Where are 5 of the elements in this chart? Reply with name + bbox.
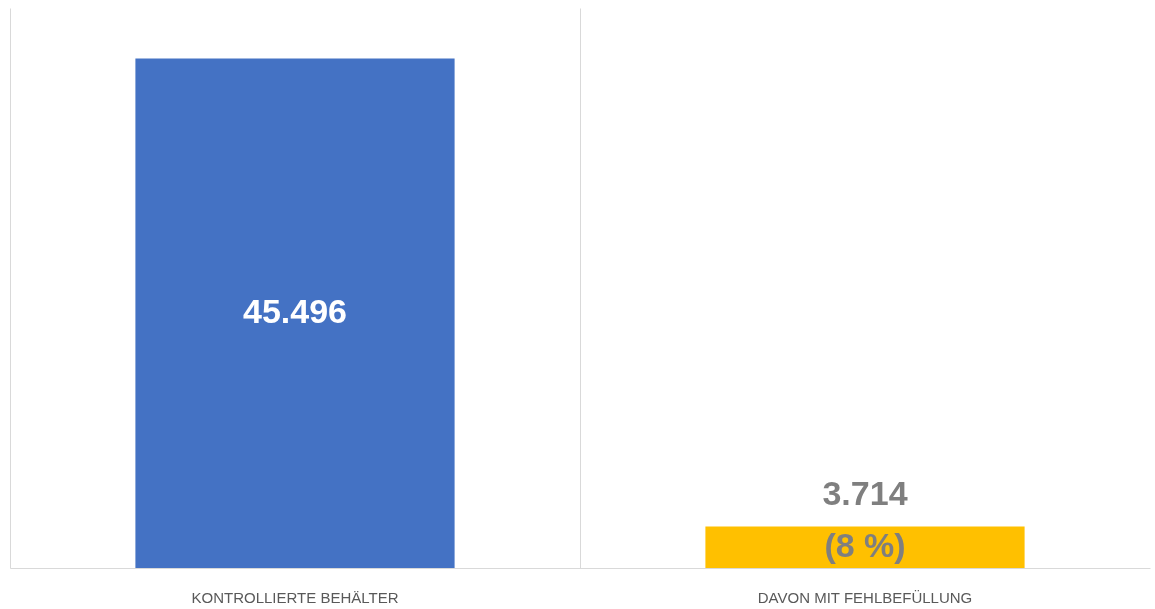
x-tick-label: DAVON MIT FEHLBEFÜLLUNG — [757, 588, 973, 606]
data-label: 3.714 — [822, 474, 908, 513]
x-tick-label: KONTROLLIERTE BEHÄLTER — [191, 588, 399, 606]
annotation: (8 %) — [824, 526, 906, 565]
data-label: 45.496 — [243, 292, 347, 331]
